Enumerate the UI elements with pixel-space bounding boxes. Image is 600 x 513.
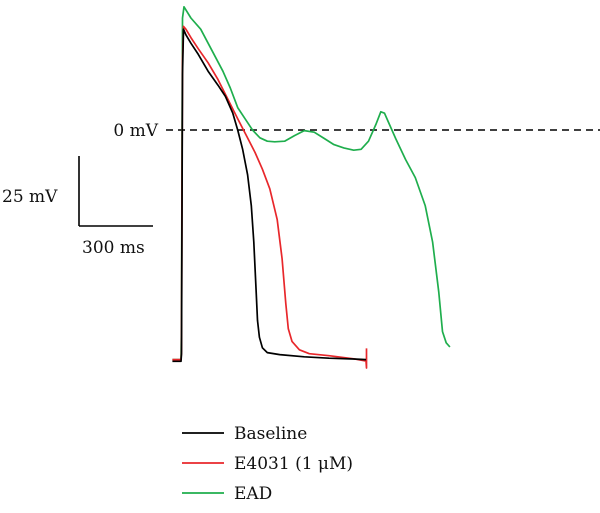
zero-mv-label: 0 mV bbox=[113, 121, 158, 141]
scale-bar: 25 mV 300 ms bbox=[2, 156, 153, 258]
legend-label-1: E4031 (1 μM) bbox=[234, 454, 353, 474]
legend-label-0: Baseline bbox=[234, 424, 307, 444]
scale-bar-vertical-label: 25 mV bbox=[2, 187, 58, 207]
traces bbox=[172, 5, 451, 369]
trace-ead bbox=[172, 5, 451, 361]
trace-e4031-1-m bbox=[172, 25, 368, 369]
legend-label-2: EAD bbox=[234, 484, 272, 504]
legend: Baseline E4031 (1 μM) EAD bbox=[182, 424, 353, 504]
scale-bar-horizontal-label: 300 ms bbox=[82, 238, 145, 258]
trace-baseline bbox=[172, 28, 367, 363]
